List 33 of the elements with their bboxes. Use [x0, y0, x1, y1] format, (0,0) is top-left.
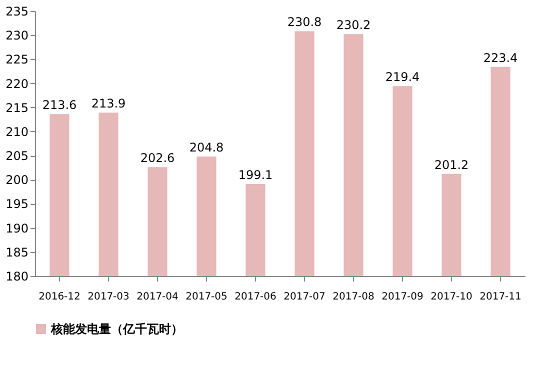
- y-tick-label: 190: [6, 221, 28, 236]
- y-tick-label: 185: [6, 245, 28, 260]
- y-tick-label: 210: [6, 124, 28, 139]
- data-label: 213.9: [91, 96, 126, 111]
- x-tick-label: 2017-04: [136, 292, 178, 302]
- data-label: 202.6: [140, 151, 175, 166]
- x-tick-label: 2017-05: [186, 292, 228, 302]
- y-tick-label: 215: [6, 100, 28, 115]
- x-tick-label: 2017-08: [332, 292, 374, 302]
- x-tick-label: 2017-11: [480, 292, 522, 302]
- data-label: 204.8: [189, 140, 224, 155]
- y-tick-label: 195: [6, 197, 28, 212]
- x-tick-label: 2017-03: [88, 292, 130, 302]
- x-tick-label: 2017-09: [382, 292, 424, 302]
- y-tick-label: 200: [6, 173, 28, 188]
- data-label: 223.4: [483, 50, 518, 65]
- y-tick-label: 230: [6, 28, 28, 43]
- data-label: 230.2: [336, 18, 371, 32]
- data-label: 219.4: [385, 70, 420, 84]
- x-tick-label: 2016-12: [38, 292, 80, 302]
- y-tick-label: 205: [6, 149, 28, 164]
- y-tick-label: 225: [6, 52, 28, 67]
- x-tick-label: 2017-06: [234, 292, 276, 302]
- y-tick-label: 220: [6, 76, 28, 91]
- data-label: 213.6: [42, 98, 77, 112]
- x-tick-label: 2017-10: [430, 292, 472, 302]
- x-tick-label: 2017-07: [284, 292, 326, 302]
- data-label: 199.1: [238, 168, 273, 182]
- legend-label: 核能发电量（亿千瓦时）: [50, 322, 183, 336]
- y-tick-label: 180: [6, 270, 28, 284]
- data-label: 201.2: [434, 158, 469, 172]
- y-tick-label: 235: [6, 4, 28, 18]
- data-label: 230.8: [287, 15, 322, 30]
